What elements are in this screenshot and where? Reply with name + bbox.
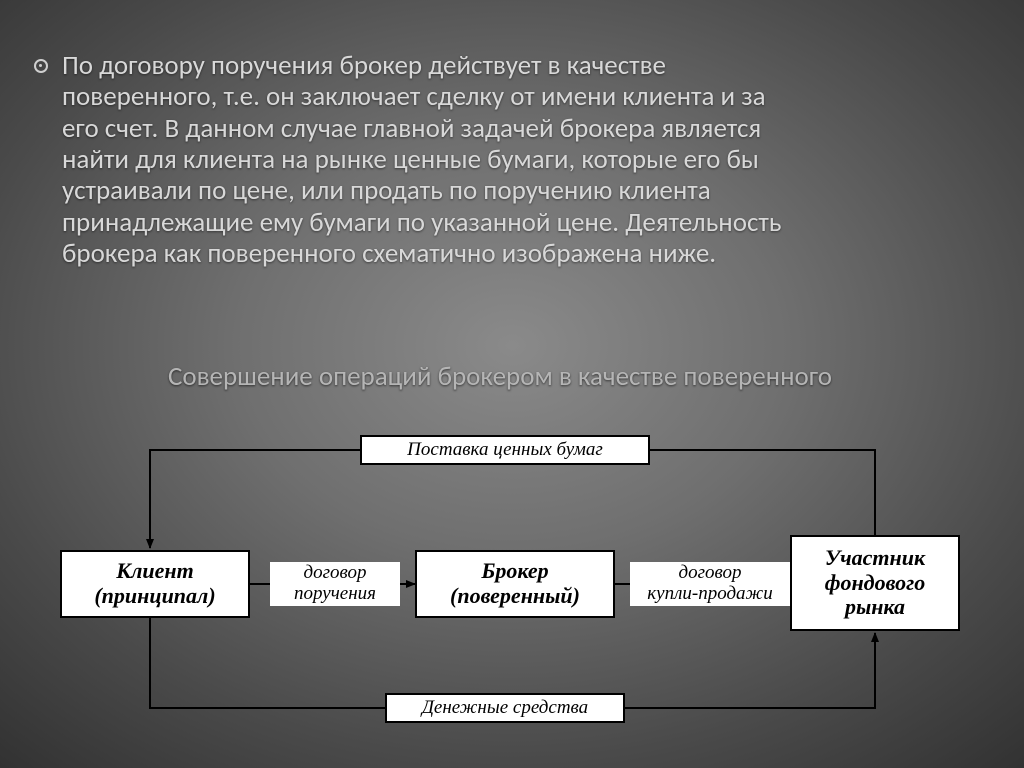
edge-top-label: Поставка ценных бумаг [360, 435, 650, 465]
node-client: Клиент(принципал) [60, 550, 250, 618]
body-paragraph: По договору поручения брокер действует в… [62, 50, 802, 269]
diagram-subtitle: Совершение операций брокером в качестве … [120, 360, 880, 394]
edge-bottom-label: Денежные средства [385, 693, 625, 723]
bullet-icon [34, 59, 48, 73]
node-market-label: Участникфондовогорынка [825, 546, 926, 620]
body-text: По договору поручения брокер действует в… [62, 49, 782, 270]
node-market: Участникфондовогорынка [790, 535, 960, 631]
flowchart: Клиент(принципал) Брокер(поверенный) Уча… [30, 430, 980, 730]
edge-mid-left-label: договорпоручения [270, 562, 400, 606]
node-client-label: Клиент(принципал) [94, 559, 215, 608]
node-broker-label: Брокер(поверенный) [450, 559, 580, 608]
node-broker: Брокер(поверенный) [415, 550, 615, 618]
edge-mid-right-label: договоркупли-продажи [630, 562, 790, 606]
